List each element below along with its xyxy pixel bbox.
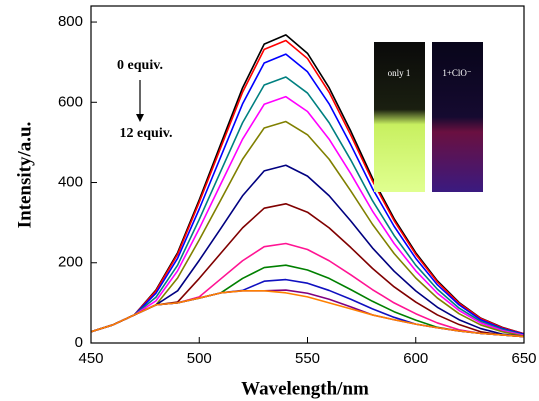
y-tick-label: 600 bbox=[58, 93, 83, 110]
x-tick-label: 550 bbox=[295, 350, 320, 367]
y-tick-label: 200 bbox=[58, 254, 83, 271]
y-tick-label: 0 bbox=[75, 334, 83, 351]
annotation: 12 equiv. bbox=[120, 126, 173, 141]
spectrum-line bbox=[90, 39, 525, 335]
arrow-head bbox=[136, 114, 144, 122]
spectrum-line bbox=[90, 53, 525, 335]
spectrum-line bbox=[90, 164, 525, 338]
x-tick-label: 450 bbox=[78, 350, 103, 367]
inset-label: only 1 bbox=[388, 68, 411, 78]
plot-area bbox=[90, 34, 525, 338]
y-tick-label: 800 bbox=[58, 13, 83, 30]
spectrum-line bbox=[90, 95, 525, 337]
spectrum-line bbox=[90, 290, 525, 338]
x-tick-label: 650 bbox=[511, 350, 536, 367]
spectrum-line bbox=[90, 76, 525, 336]
y-tick-label: 400 bbox=[58, 173, 83, 190]
spectrum-line bbox=[90, 120, 525, 337]
x-tick-label: 500 bbox=[187, 350, 212, 367]
x-axis-label: Wavelength/nm bbox=[241, 378, 369, 399]
inset-photo bbox=[432, 42, 483, 192]
inset-label: 1+ClO⁻ bbox=[442, 68, 472, 78]
y-axis-label: Intensity/a.u. bbox=[14, 122, 35, 229]
inset-photo bbox=[374, 42, 425, 192]
x-tick-label: 600 bbox=[403, 350, 428, 367]
annotation: 0 equiv. bbox=[117, 58, 163, 73]
